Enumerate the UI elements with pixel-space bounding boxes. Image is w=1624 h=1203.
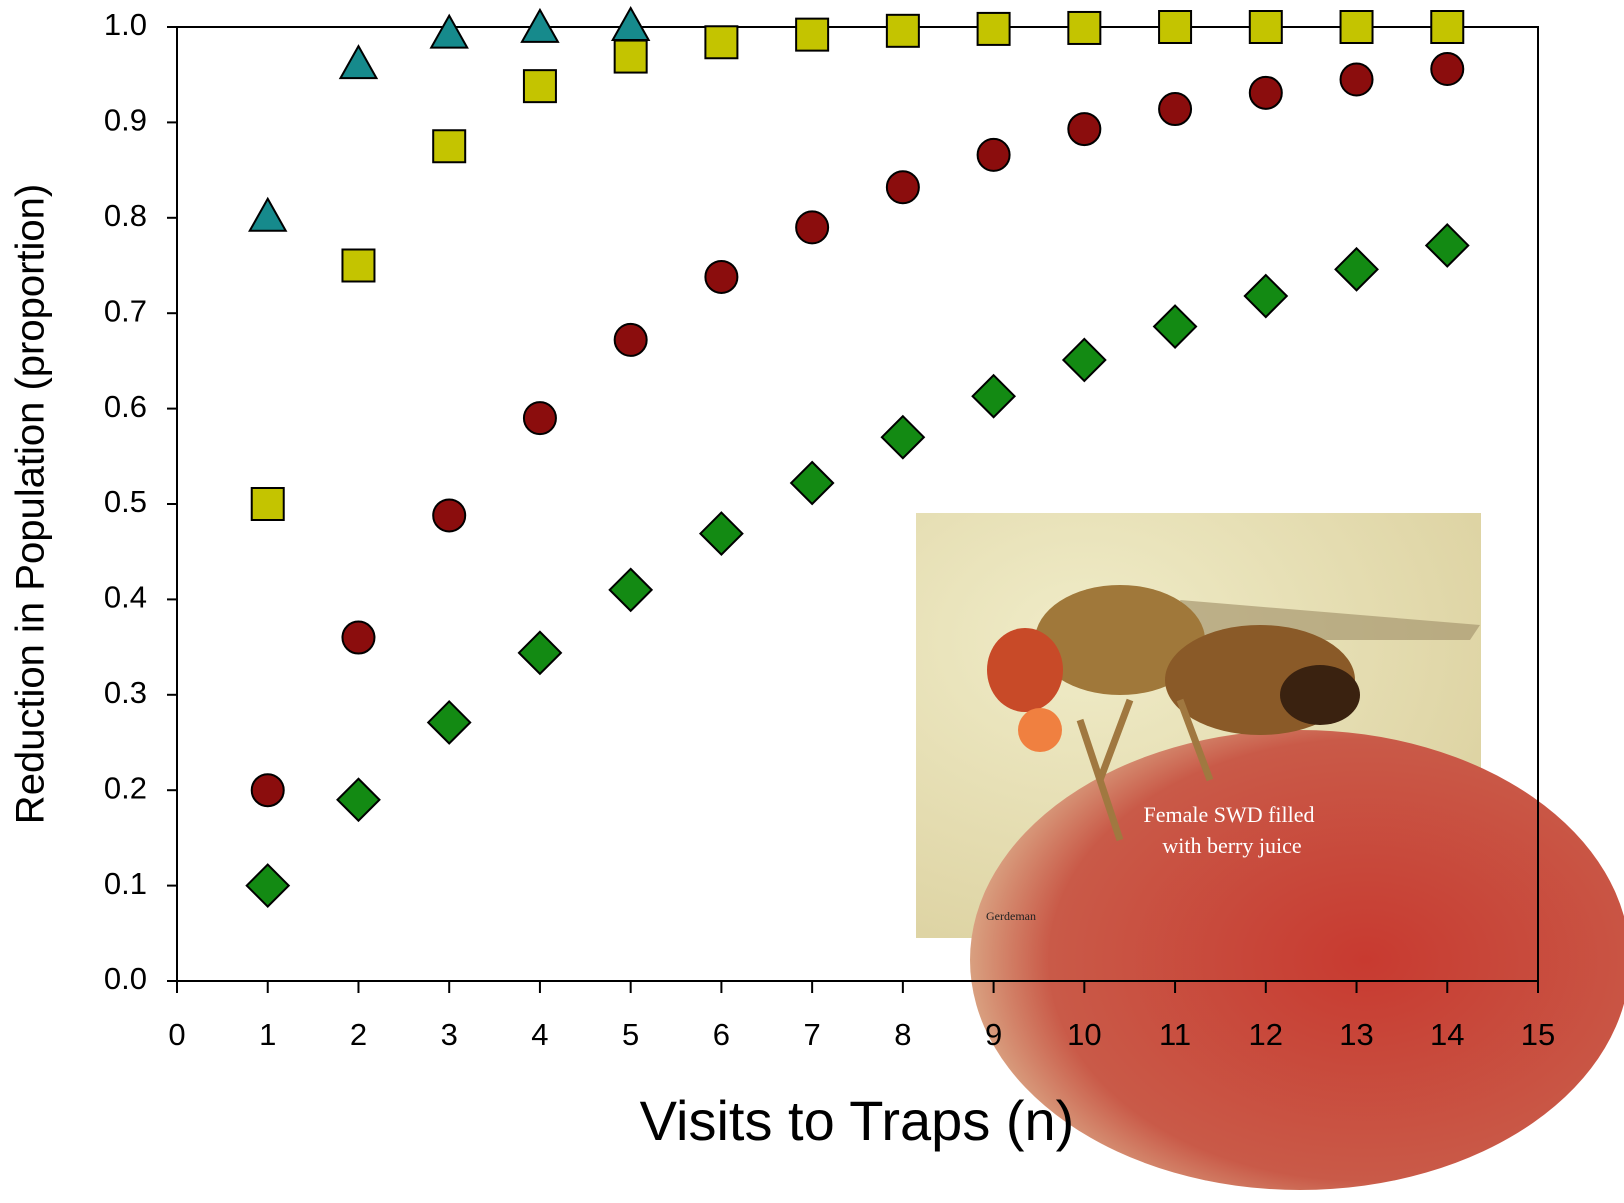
point (342, 622, 374, 654)
point (524, 70, 556, 102)
chart: Female SWD filled with berry juice Gerde… (0, 0, 1624, 1203)
point (252, 774, 284, 806)
point (796, 211, 828, 243)
y-tick-label: 0.0 (104, 961, 147, 996)
x-tick-label: 4 (531, 1017, 548, 1052)
y-tick-label: 0.9 (104, 103, 147, 138)
y-tick-label: 0.2 (104, 770, 147, 805)
point (522, 10, 558, 42)
x-tick-label: 9 (985, 1017, 1002, 1052)
x-tick-label: 11 (1159, 1017, 1191, 1052)
y-tick-label: 0.8 (104, 198, 147, 233)
point (705, 261, 737, 293)
x-tick-label: 2 (350, 1017, 367, 1052)
inset-credit: Gerdeman (986, 909, 1036, 923)
point (887, 171, 919, 203)
point (1426, 224, 1468, 266)
point (796, 19, 828, 51)
x-tick-label: 7 (804, 1017, 821, 1052)
point (337, 779, 379, 821)
x-tick-label: 8 (894, 1017, 911, 1052)
point (1063, 339, 1105, 381)
x-tick-label: 10 (1067, 1017, 1101, 1052)
y-tick-label: 0.4 (104, 580, 147, 615)
point (1431, 11, 1463, 43)
point (1068, 12, 1100, 44)
inset-caption: Female SWD filled (1143, 802, 1314, 827)
point (615, 324, 647, 356)
point (431, 16, 467, 48)
y-tick-label: 0.6 (104, 389, 147, 424)
y-tick-label: 0.1 (104, 866, 147, 901)
point (700, 513, 742, 555)
point (882, 416, 924, 458)
point (433, 499, 465, 531)
point (791, 462, 833, 504)
y-tick-label: 1.0 (104, 7, 147, 42)
point (1341, 11, 1373, 43)
point (610, 569, 652, 611)
point (615, 41, 647, 73)
point (1245, 275, 1287, 317)
inset-caption: with berry juice (1162, 833, 1301, 858)
point (428, 701, 470, 743)
x-tick-label: 0 (168, 1017, 185, 1052)
point (252, 488, 284, 520)
x-tick-label: 14 (1430, 1017, 1464, 1052)
point (705, 26, 737, 58)
x-tick-label: 13 (1339, 1017, 1373, 1052)
x-axis-title: Visits to Traps (n) (640, 1089, 1075, 1152)
point (887, 15, 919, 47)
point (1159, 93, 1191, 125)
point (519, 632, 561, 674)
point (1336, 248, 1378, 290)
point (1431, 53, 1463, 85)
point (1250, 11, 1282, 43)
x-tick-label: 15 (1521, 1017, 1555, 1052)
point (978, 139, 1010, 171)
y-axis-title: Reduction in Population (proportion) (9, 184, 53, 824)
point (978, 13, 1010, 45)
point (1068, 113, 1100, 145)
y-tick-label: 0.7 (104, 293, 147, 328)
point (524, 402, 556, 434)
point (1154, 306, 1196, 348)
point (250, 199, 286, 231)
x-tick-label: 1 (259, 1017, 276, 1052)
point (342, 250, 374, 282)
point (1159, 11, 1191, 43)
point (433, 130, 465, 162)
point (340, 46, 376, 78)
point (247, 865, 289, 907)
x-tick-label: 3 (441, 1017, 458, 1052)
point (973, 375, 1015, 417)
point (613, 8, 649, 40)
y-tick-label: 0.3 (104, 675, 147, 710)
point (1341, 63, 1373, 95)
y-tick-label: 0.5 (104, 484, 147, 519)
x-tick-label: 12 (1249, 1017, 1283, 1052)
x-tick-label: 5 (622, 1017, 639, 1052)
x-tick-label: 6 (713, 1017, 730, 1052)
point (1250, 77, 1282, 109)
